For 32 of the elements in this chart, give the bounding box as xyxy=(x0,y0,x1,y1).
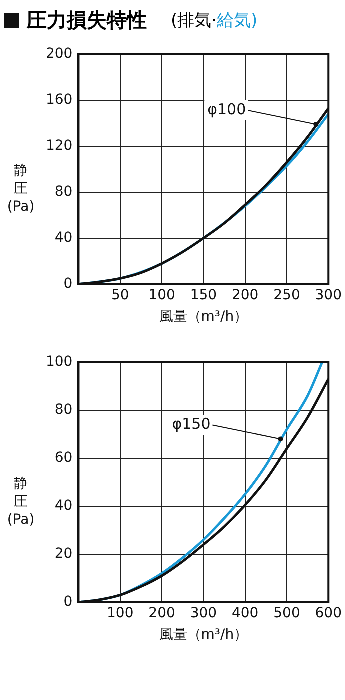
x-axis-title: 風量（m³/h） xyxy=(159,309,248,326)
y-tick-label: 60 xyxy=(54,450,73,466)
x-tick-label: 200 xyxy=(232,287,259,304)
y-tick-label: 20 xyxy=(54,546,73,562)
x-tick-label: 200 xyxy=(148,605,176,622)
annotation: φ150 xyxy=(172,415,211,434)
chart-title: 圧力損失特性 xyxy=(27,6,147,34)
x-tick-label: 250 xyxy=(274,287,300,304)
x-tick-label: 300 xyxy=(190,605,218,622)
y-tick-label: 80 xyxy=(54,402,73,418)
y-axis-title: 静圧(Pa) xyxy=(7,163,35,216)
x-tick-label: 50 xyxy=(111,287,130,304)
x-tick-label: 100 xyxy=(148,287,176,304)
chart-subtitle: (排気·給気) xyxy=(171,10,258,30)
y-tick-label: 120 xyxy=(46,138,73,154)
y-tick-label: 200 xyxy=(46,46,73,62)
y-tick-label: 80 xyxy=(54,184,73,200)
y-tick-label: 160 xyxy=(46,92,73,108)
x-tick-label: 300 xyxy=(315,287,342,304)
y-tick-label: 0 xyxy=(64,276,73,292)
y-tick-label: 40 xyxy=(54,230,73,246)
x-tick-label: 500 xyxy=(274,605,300,622)
y-tick-label: 100 xyxy=(46,354,73,370)
x-tick-label: 600 xyxy=(315,605,342,622)
x-axis-title: 風量（m³/h） xyxy=(159,627,248,644)
x-tick-label: 150 xyxy=(190,287,218,304)
x-tick-label: 100 xyxy=(107,605,134,622)
y-tick-label: 0 xyxy=(64,594,73,610)
y-axis-title: 静圧(Pa) xyxy=(7,476,35,528)
annotation: φ100 xyxy=(208,100,246,118)
y-tick-label: 40 xyxy=(54,498,73,514)
x-tick-label: 400 xyxy=(232,605,259,622)
